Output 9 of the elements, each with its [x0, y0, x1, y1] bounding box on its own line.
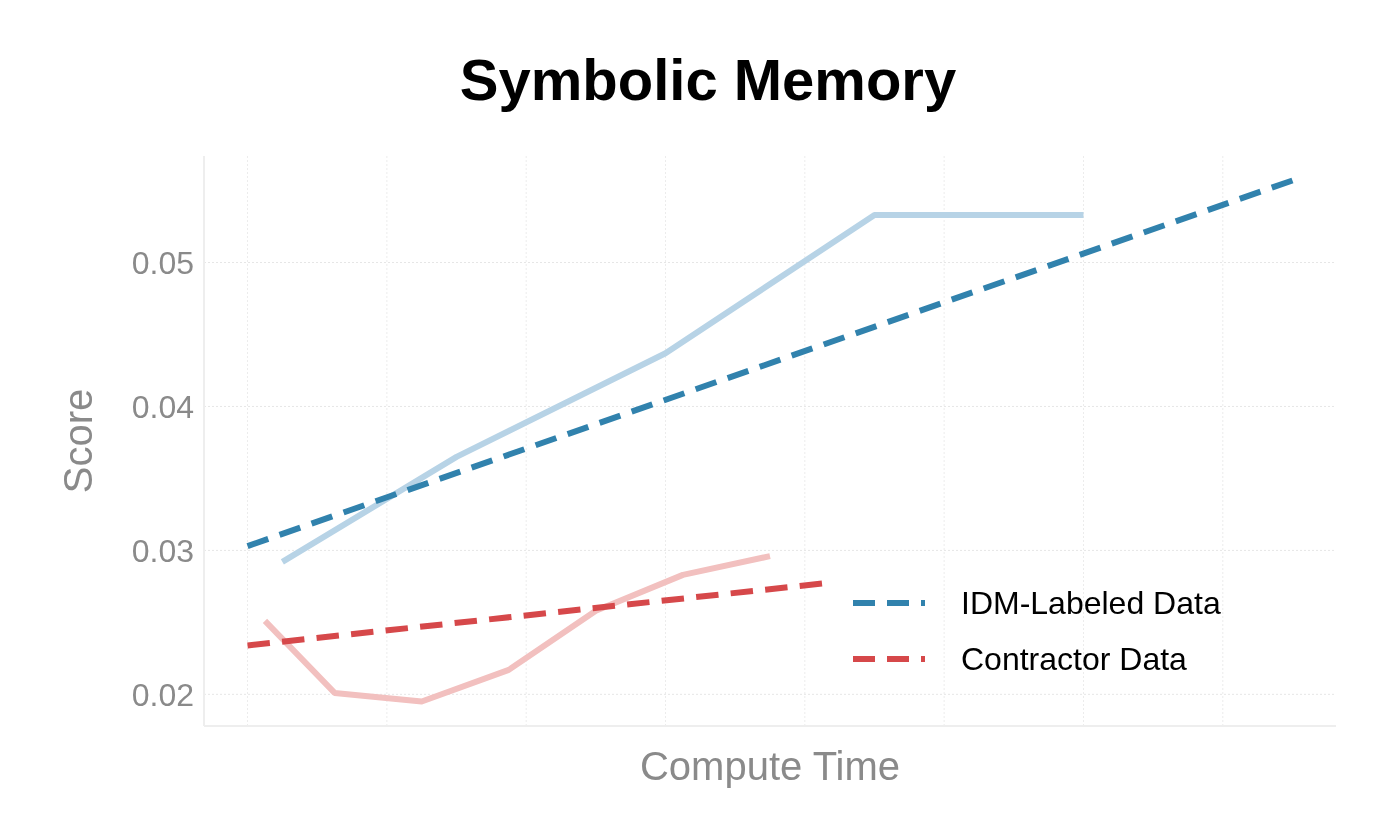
y-tick-label: 0.05	[131, 244, 194, 281]
chart-title: Symbolic Memory	[459, 47, 957, 112]
y-tick-label: 0.02	[131, 676, 194, 713]
legend-label: IDM-Labeled Data	[961, 585, 1221, 622]
y-tick-label: 0.03	[131, 532, 194, 569]
y-tick-label: 0.04	[131, 388, 194, 425]
legend-label: Contractor Data	[961, 641, 1188, 678]
x-axis-title: Compute Time	[639, 744, 901, 788]
y-axis-title: Score	[56, 388, 100, 494]
